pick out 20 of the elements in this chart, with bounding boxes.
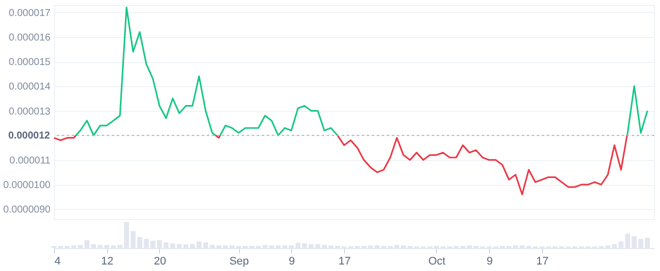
y-tick-label: 0.000017 (8, 8, 51, 19)
y-tick-label: 0.000011 (10, 155, 51, 166)
x-tick-label: 17 (338, 256, 351, 268)
x-tick-label: 20 (154, 256, 166, 268)
x-tick-label: Sep (229, 256, 249, 268)
y-tick-label: 0.0000100 (3, 180, 51, 192)
line-series (219, 105, 338, 136)
x-tick-label: 4 (54, 256, 61, 268)
x-tick-label: Oct (428, 256, 446, 268)
y-tick-label: 0.000015 (8, 57, 51, 68)
y-tick-label: 0.000013 (8, 106, 51, 118)
y-tick-label: 0.000014 (8, 82, 51, 93)
line-series (336, 134, 628, 196)
x-tick-label: 12 (101, 256, 114, 268)
x-tick-label: 17 (536, 256, 549, 268)
y-tick-label: 0.000016 (8, 32, 51, 44)
y-tick-label: 0.0000090 (3, 204, 51, 216)
x-tick-label: 9 (486, 256, 493, 268)
ref-line-label: 0.000012 (8, 130, 50, 142)
x-tick-label: 9 (288, 256, 295, 268)
